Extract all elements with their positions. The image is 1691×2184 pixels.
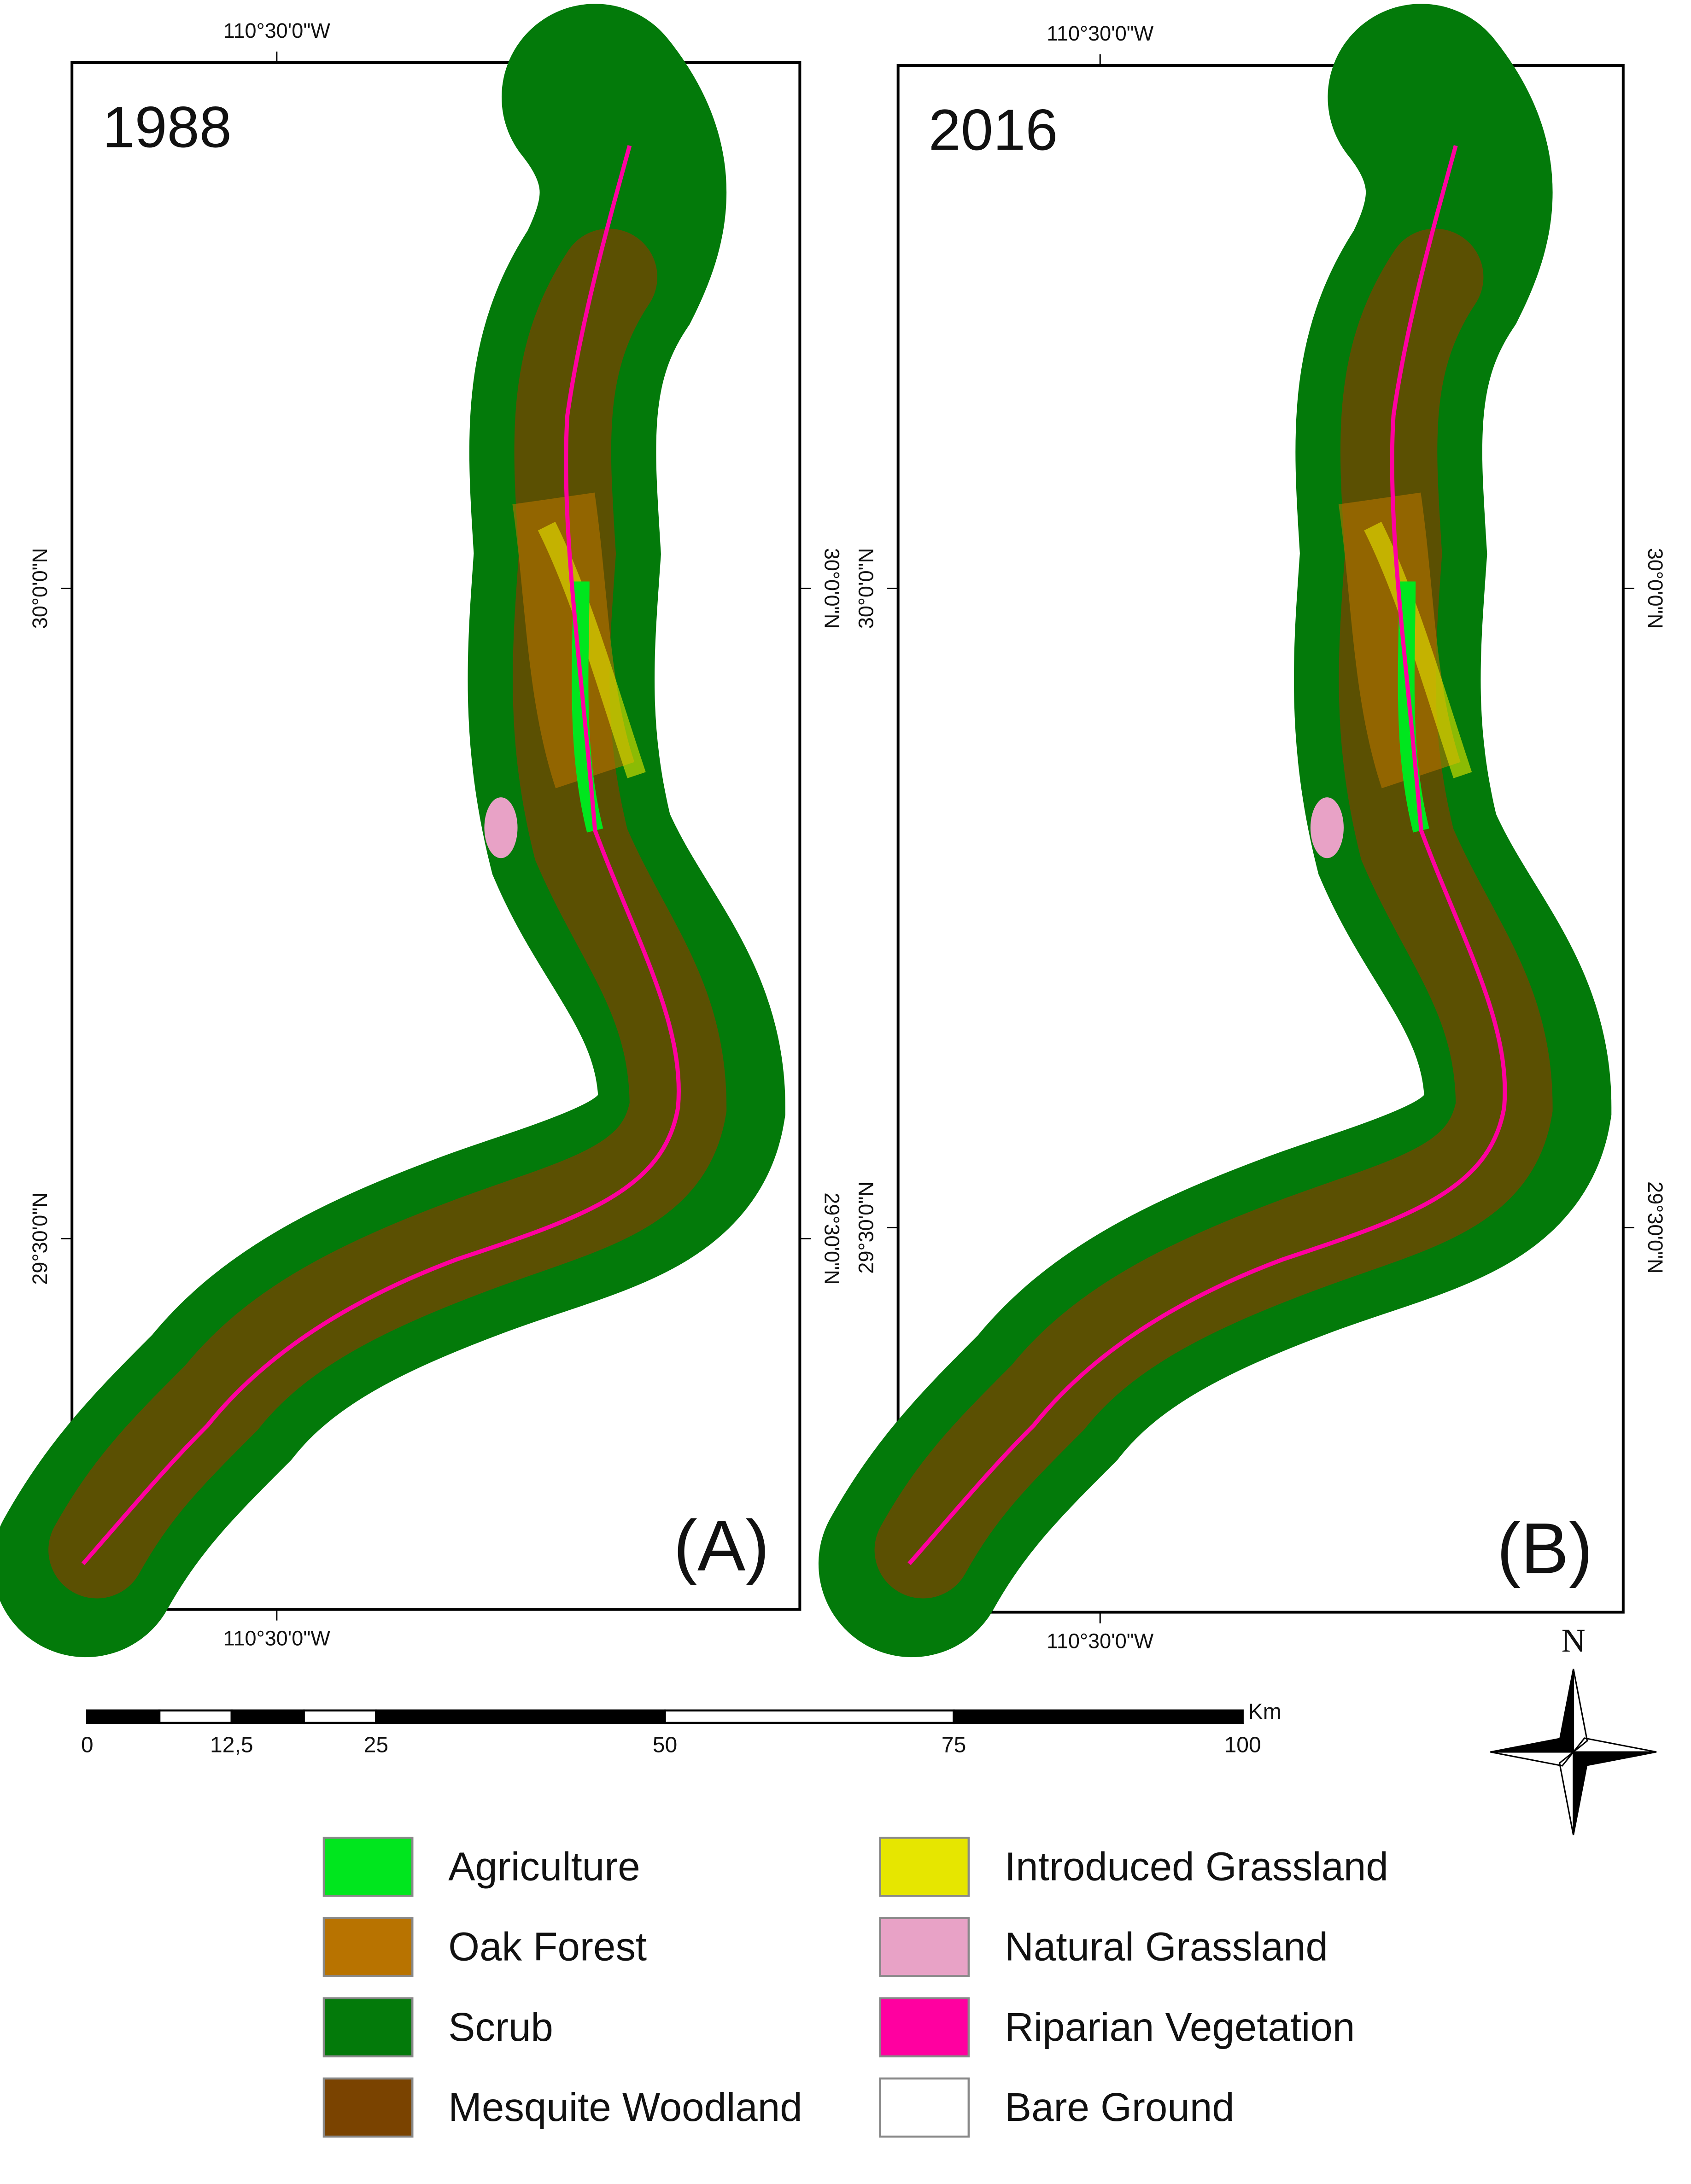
scale-label: 12,5 [210, 1733, 253, 1758]
map-panel: 1988 (A) 110°30'0"W 110°30'0"W 30°0'0"N 30°0'… [28, 19, 844, 1650]
lat-label: 29°30'0"N [820, 1192, 844, 1285]
panel-year: 1988 [102, 94, 232, 159]
legend-label: Agriculture [448, 1844, 640, 1889]
lat-label: 30°0'0"N [854, 548, 878, 629]
legend: Agriculture Oak Forest Scrub Mesquite Woodl… [322, 1836, 1388, 2138]
lon-label: 110°30'0"W [1047, 1629, 1154, 1653]
legend-swatch [879, 2077, 970, 2138]
scale-segment [303, 1709, 377, 1724]
scale-label: 50 [653, 1733, 677, 1758]
legend-swatch [879, 1997, 970, 2058]
scale-label: 25 [364, 1733, 388, 1758]
lat-label: 30°0'0"N [28, 548, 52, 629]
scale-segment [664, 1709, 955, 1724]
legend-label: Natural Grassland [1005, 1925, 1328, 1969]
panel-year: 2016 [929, 97, 1058, 162]
scale-label: 0 [81, 1733, 94, 1758]
legend-swatch [879, 1836, 970, 1897]
panel-letter: (A) [673, 1506, 769, 1586]
scale-segment [953, 1709, 1244, 1724]
lat-label: 29°30'0"N [1644, 1181, 1667, 1273]
scale-segment [158, 1709, 233, 1724]
scale-label: 75 [942, 1733, 966, 1758]
scale-unit: Km [1248, 1699, 1281, 1724]
north-arrow: N [1490, 1622, 1657, 1835]
north-label: N [1562, 1622, 1586, 1659]
lat-label: 29°30'0"N [854, 1181, 878, 1273]
lon-label: 110°30'0"W [223, 1627, 331, 1650]
lon-label: 110°30'0"W [1047, 22, 1154, 45]
legend-swatch [322, 1836, 414, 1897]
panel-letter: (B) [1497, 1509, 1592, 1589]
legend-label: Scrub [448, 2005, 553, 2050]
scale-segment [86, 1709, 161, 1724]
lon-label: 110°30'0"W [223, 19, 331, 42]
legend-swatch [879, 1917, 970, 1977]
map-panel: 2016 (B) 110°30'0"W 110°30'0"W 30°0'0"N 30°0'… [854, 22, 1667, 1653]
legend-label: Introduced Grassland [1005, 1844, 1388, 1889]
lat-label: 30°0'0"N [1644, 548, 1667, 629]
legend-label: Oak Forest [448, 1925, 647, 1969]
scale-label: 100 [1224, 1733, 1261, 1758]
scale-bar: 0 12,5 25 50 75 100 Km [81, 1699, 1281, 1758]
north-star-light [1490, 1669, 1657, 1835]
legend-label: Bare Ground [1005, 2085, 1235, 2130]
legend-label: Mesquite Woodland [448, 2085, 802, 2130]
lat-label: 29°30'0"N [28, 1192, 52, 1285]
legend-swatch [322, 2077, 414, 2138]
legend-swatch [322, 1997, 414, 2058]
legend-label: Riparian Vegetation [1005, 2005, 1355, 2050]
scale-segment [230, 1709, 305, 1724]
lat-label: 30°0'0"N [820, 548, 844, 629]
legend-swatch [322, 1917, 414, 1977]
scale-segment [375, 1709, 666, 1724]
